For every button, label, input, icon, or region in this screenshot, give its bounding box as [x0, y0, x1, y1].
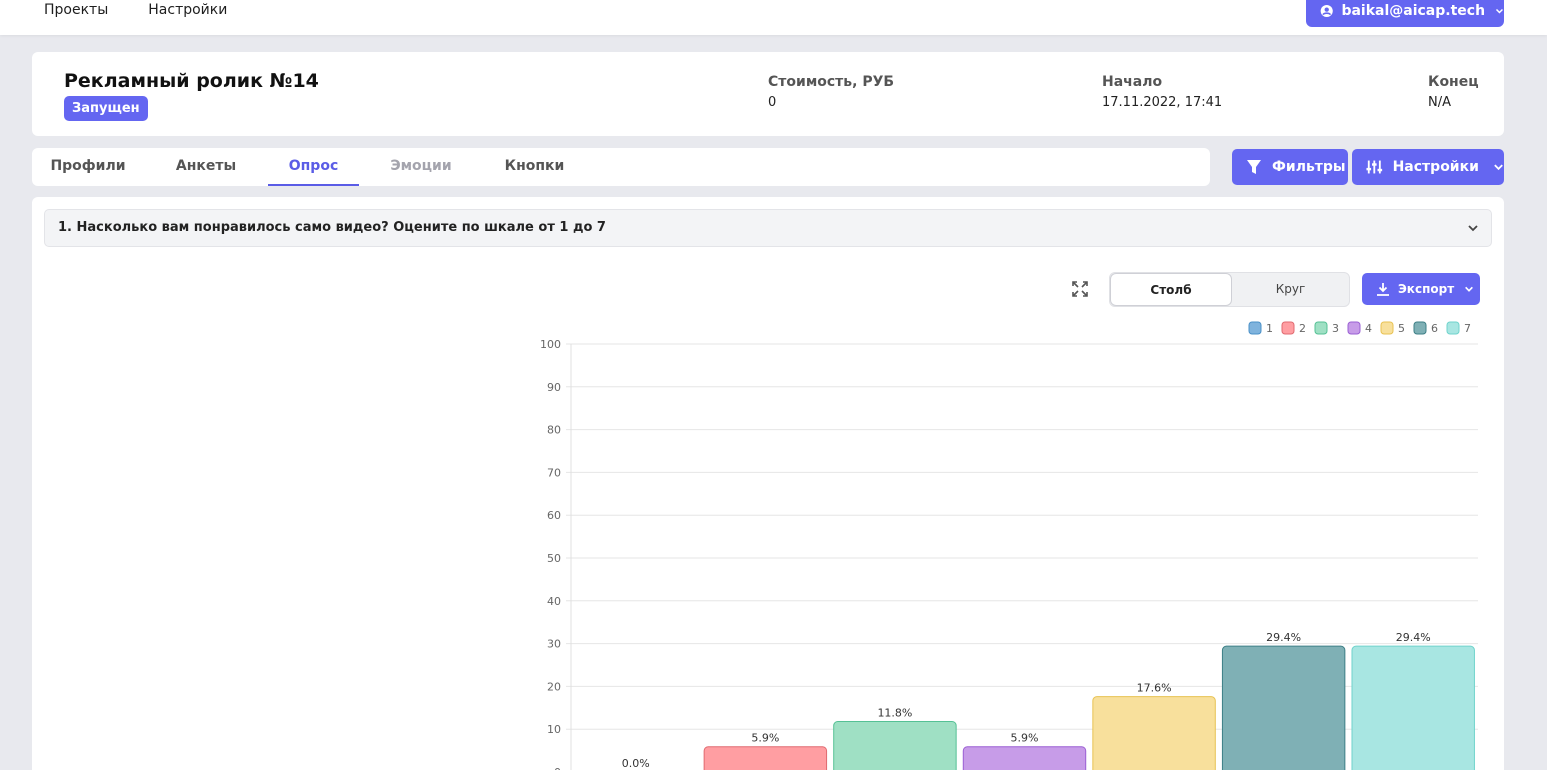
legend-swatch-2 [1281, 321, 1295, 335]
legend-label: 6 [1431, 322, 1438, 335]
pie-view-option[interactable]: Круг [1275, 282, 1306, 296]
end-value: N/A [1428, 95, 1451, 110]
start-label: Начало [1102, 74, 1163, 90]
legend-swatch-1 [1248, 321, 1262, 335]
legend-label: 2 [1299, 322, 1306, 335]
bar-6 [1221, 645, 1346, 770]
question-text: 1. Насколько вам понравилось само видео?… [58, 220, 606, 235]
page-title: Рекламный ролик №14 [64, 70, 319, 92]
tab-survey[interactable]: Опрос [268, 148, 359, 186]
filters-button[interactable]: Фильтры [1232, 149, 1348, 185]
y-tick-label: 0 [554, 766, 561, 770]
data-label: 5.9% [1011, 732, 1039, 745]
tab-bar: Профили Анкеты Опрос Эмоции Кнопки [32, 148, 1210, 186]
y-tick-label: 40 [547, 595, 561, 608]
top-nav: Проекты Настройки [44, 2, 227, 18]
y-tick-label: 50 [547, 552, 561, 565]
legend-swatch-7 [1446, 321, 1460, 335]
legend-swatch-4 [1347, 321, 1361, 335]
y-tick-label: 60 [547, 509, 561, 522]
bar-2 [703, 746, 828, 770]
y-tick-label: 100 [540, 338, 561, 351]
chart-type-toggle: Столб Круг [1109, 272, 1350, 307]
settings-label: Настройки [1392, 159, 1479, 175]
filters-label: Фильтры [1272, 159, 1346, 175]
export-button[interactable]: Экспорт [1362, 273, 1480, 305]
top-bar: Проекты Настройки baikal@aicap.tech [0, 0, 1547, 35]
bar-4 [962, 746, 1087, 770]
data-label: 5.9% [751, 732, 779, 745]
y-tick-label: 20 [547, 680, 561, 693]
legend-swatch-6 [1413, 321, 1427, 335]
end-block: Конец N/A [1428, 74, 1479, 110]
expand-icon[interactable] [1072, 281, 1088, 297]
sliders-icon [1366, 160, 1383, 174]
legend-swatch-3 [1314, 321, 1328, 335]
status-badge: Запущен [64, 96, 148, 121]
y-tick-label: 30 [547, 638, 561, 651]
legend-label: 7 [1464, 322, 1471, 335]
chevron-down-icon [1494, 164, 1503, 171]
start-block: Начало 17.11.2022, 17:41 [1102, 74, 1222, 110]
start-value: 17.11.2022, 17:41 [1102, 95, 1223, 110]
survey-panel: 1. Насколько вам понравилось само видео?… [32, 197, 1504, 770]
chevron-down-icon [1496, 8, 1504, 14]
legend-swatch-5 [1380, 321, 1394, 335]
chevron-down-icon [1465, 286, 1474, 292]
tab-questionnaires[interactable]: Анкеты [175, 158, 237, 174]
user-email: baikal@aicap.tech [1341, 2, 1486, 19]
y-tick-label: 90 [547, 381, 561, 394]
legend-label: 4 [1365, 322, 1372, 335]
bar-7 [1351, 645, 1475, 770]
y-tick-label: 10 [547, 723, 561, 736]
cost-block: Стоимость, РУБ 0 [768, 74, 894, 110]
download-icon [1377, 283, 1389, 296]
bar-5 [1092, 696, 1216, 770]
question-accordion[interactable]: 1. Насколько вам понравилось само видео?… [44, 209, 1492, 247]
data-label: 29.4% [1266, 631, 1301, 644]
data-label: 17.6% [1137, 682, 1172, 695]
tab-buttons[interactable]: Кнопки [504, 158, 565, 174]
end-label: Конец [1428, 74, 1479, 90]
user-icon [1320, 4, 1333, 17]
bar-chart: 0 10 20 30 40 50 60 70 80 90 100 0.0% 5.9% 11.8% 5.9% 1… [540, 321, 1478, 770]
data-label: 0.0% [622, 757, 650, 770]
filter-icon [1247, 160, 1261, 174]
nav-projects[interactable]: Проекты [44, 2, 109, 18]
tab-emotions[interactable]: Эмоции [390, 158, 452, 174]
legend-label: 1 [1266, 322, 1273, 335]
bar-view-option[interactable]: Столб [1110, 273, 1232, 306]
chevron-down-icon [1468, 225, 1478, 232]
y-tick-label: 80 [547, 424, 561, 437]
tab-profiles[interactable]: Профили [50, 158, 126, 174]
settings-button[interactable]: Настройки [1352, 149, 1504, 185]
nav-settings[interactable]: Настройки [148, 2, 228, 18]
export-label: Экспорт [1398, 282, 1455, 296]
bar-3 [833, 720, 957, 770]
user-menu-button[interactable]: baikal@aicap.tech [1306, 0, 1504, 27]
data-label: 29.4% [1396, 631, 1431, 644]
cost-value: 0 [768, 95, 777, 110]
cost-label: Стоимость, РУБ [768, 74, 895, 90]
y-tick-label: 70 [547, 466, 561, 479]
legend-label: 5 [1398, 322, 1405, 335]
data-label: 11.8% [877, 706, 912, 719]
legend-label: 3 [1332, 322, 1339, 335]
campaign-header: Рекламный ролик №14 Запущен Стоимость, Р… [32, 52, 1504, 136]
